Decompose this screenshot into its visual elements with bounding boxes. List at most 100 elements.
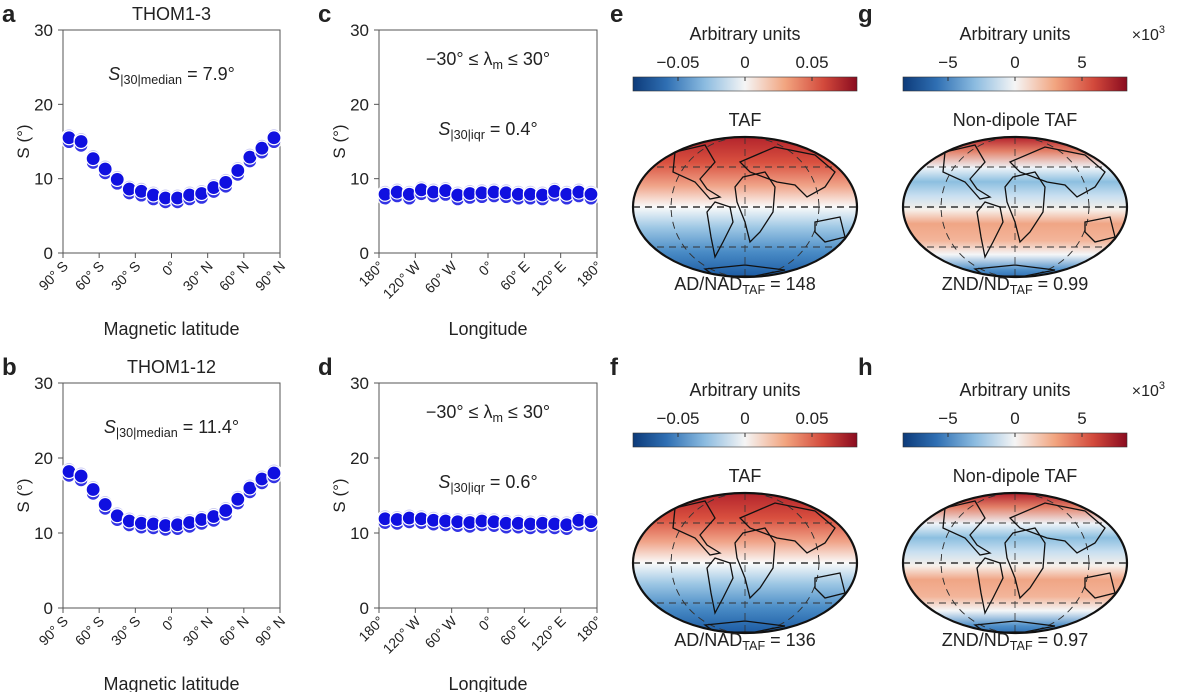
y-axis-label: S (°) [14,478,33,512]
y-tick-label: 10 [350,524,369,543]
data-point [97,161,113,177]
colorbar-tick-label: −0.05 [656,53,699,72]
x-tick-label: 60° S [72,258,108,294]
subscript: TAF [1010,283,1033,297]
data-point [266,130,282,146]
chart-title: THOM1-3 [132,4,211,24]
text-part: S [438,472,450,492]
y-tick-label: 20 [350,449,369,468]
scatter-panel-b: 0 10 20 30 90° S 60° S 30° S 0° 30° N 60° N 90° N M… [14,357,288,692]
text-part: = 0.4° [485,119,538,139]
x-tick-label: 120° E [528,613,569,654]
subscript: TAF [1010,639,1033,653]
text-part: = 0.6° [485,472,538,492]
panel-letter-d: d [318,354,333,381]
colorbar-tick-label: −5 [938,53,957,72]
data-point [583,514,599,530]
map-caption: ZND/NDTAF = 0.99 [942,274,1088,297]
subscript: m [493,58,504,72]
map-title: Non-dipole TAF [953,466,1077,486]
colorbar-tick-label: 0 [1010,53,1019,72]
subscript: TAF [742,639,765,653]
x-tick-label: 0° [475,613,496,634]
x-tick-label: 0° [475,258,496,279]
colorbar-tick-label: 0.05 [795,53,828,72]
text-part: = 7.9° [182,64,235,84]
x-tick-label: 180° [573,258,605,290]
x-axis-label: Magnetic latitude [103,319,239,339]
data-point [85,481,101,498]
coastline [942,144,992,200]
y-tick-label: 20 [34,95,53,114]
longitude-line [670,494,820,632]
text-part: ZND/ND [942,630,1010,650]
y-tick-label: 0 [44,599,53,618]
subscript: m [493,411,504,425]
coastline [976,201,1004,259]
panel-letter-h: h [858,354,873,381]
multiplier-base: ×10 [1132,27,1159,44]
x-tick-label: 30° N [180,258,216,294]
text-part: S [108,64,120,84]
map-title: TAF [729,466,762,486]
stat-annotation: S|30|iqr = 0.4° [438,119,537,142]
y-tick-label: 10 [34,170,53,189]
subscript: |30|iqr [450,128,485,142]
x-tick-label: 120° E [528,258,569,299]
coastline [976,557,1004,615]
text-part: −30° ≤ λ [426,49,493,69]
x-tick-label: 0° [159,613,180,634]
coastline [814,216,846,243]
y-axis-label: S (°) [330,124,349,158]
colorbar-label: Arbitrary units [959,24,1070,44]
y-tick-label: 20 [34,449,53,468]
x-tick-label: 30° S [108,258,144,294]
subscript: |30|median [116,426,178,440]
coastline [672,500,722,556]
colorbar-label: Arbitrary units [959,380,1070,400]
x-tick-label: 120° W [380,257,424,301]
x-tick-label: 90° S [35,258,71,294]
data-point [583,186,599,202]
coastline [942,500,992,556]
x-tick-label: 90° S [35,613,71,649]
colorbar-tick-label: 0 [1010,409,1019,428]
data-point [109,171,125,188]
latitude-range-label: −30° ≤ λm ≤ 30° [426,49,550,72]
stat-annotation: S|30|median = 7.9° [108,64,235,87]
chart-title: THOM1-12 [127,357,216,377]
y-tick-label: 0 [360,599,369,618]
x-axis-label: Longitude [448,319,527,339]
text-part: S [438,119,450,139]
y-axis-label: S (°) [14,124,33,158]
data-point [266,465,282,481]
y-tick-label: 30 [350,374,369,393]
data-point [218,174,234,190]
coastline [1084,216,1116,243]
data-point [73,133,89,150]
y-axis-label: S (°) [330,478,349,512]
text-part: −30° ≤ λ [426,402,493,422]
y-tick-label: 0 [360,244,369,263]
colorbar-tick-label: 0 [740,53,749,72]
coastline [706,557,734,615]
y-tick-label: 10 [350,170,369,189]
data-point [254,140,270,156]
colorbar-tick-label: −5 [938,409,957,428]
graticule [904,494,1126,632]
x-tick-label: 120° W [380,612,424,656]
data-point [230,162,246,179]
y-tick-label: 0 [44,244,53,263]
y-tick-label: 20 [350,95,369,114]
x-tick-label: 60° W [421,612,460,651]
subscript: |30|median [120,73,182,87]
x-tick-label: 30° N [180,613,216,649]
data-point [85,150,101,167]
longitude-line [940,138,1090,276]
colorbar-label: Arbitrary units [689,24,800,44]
colorbar-tick-label: 5 [1077,53,1086,72]
coastline [738,146,836,198]
